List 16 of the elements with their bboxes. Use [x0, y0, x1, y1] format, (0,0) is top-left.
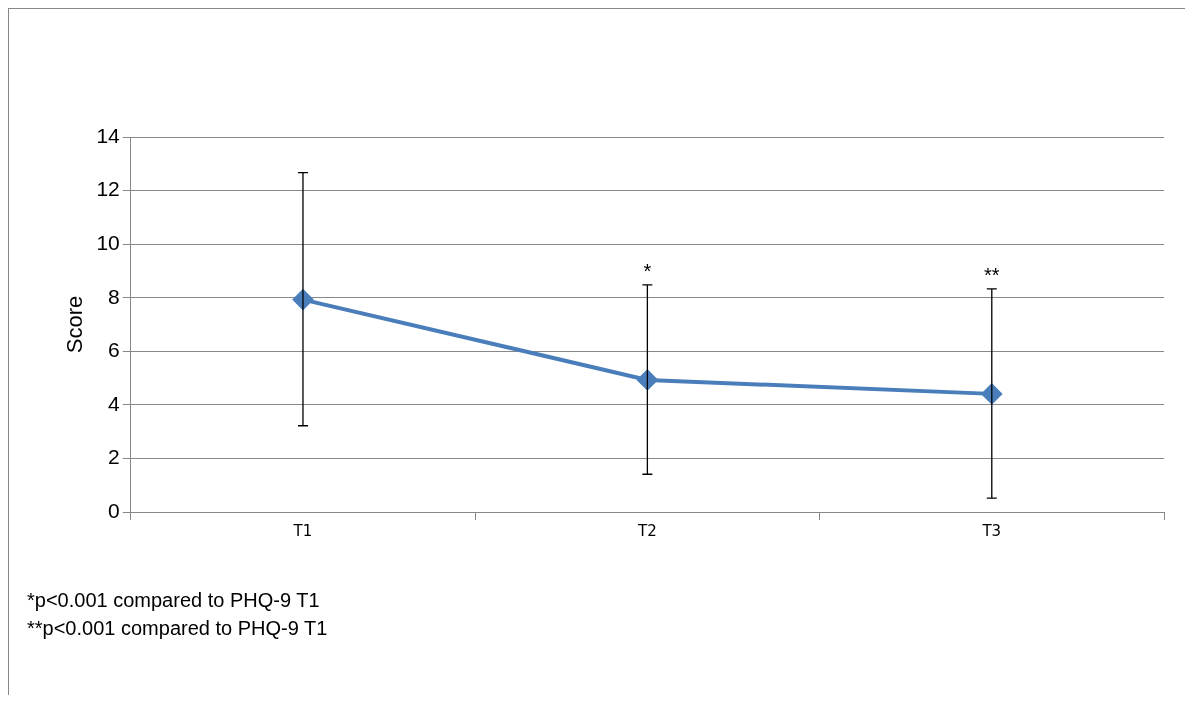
y-tick-label: 6 [108, 338, 120, 362]
y-tick-label: 12 [96, 177, 120, 201]
y-tick-label: 2 [108, 445, 120, 469]
y-tick-label: 4 [108, 391, 121, 415]
x-tick-label: T2 [637, 521, 657, 540]
y-axis-title: Score [62, 295, 88, 354]
annotation: * [643, 260, 652, 283]
x-tick-label: T1 [292, 521, 313, 540]
y-tick-label: 10 [96, 230, 120, 254]
x-tick-label: T3 [981, 521, 1002, 540]
y-tick-label: 8 [108, 284, 120, 308]
y-tick-label: 14 [96, 123, 121, 147]
y-tick-label: 0 [108, 498, 120, 522]
annotation: ** [984, 264, 1000, 287]
text: *p<0.001 compared to PHQ-9 T1 [27, 588, 320, 611]
text: **p<0.001 compared to PHQ-9 T1 [27, 616, 328, 639]
